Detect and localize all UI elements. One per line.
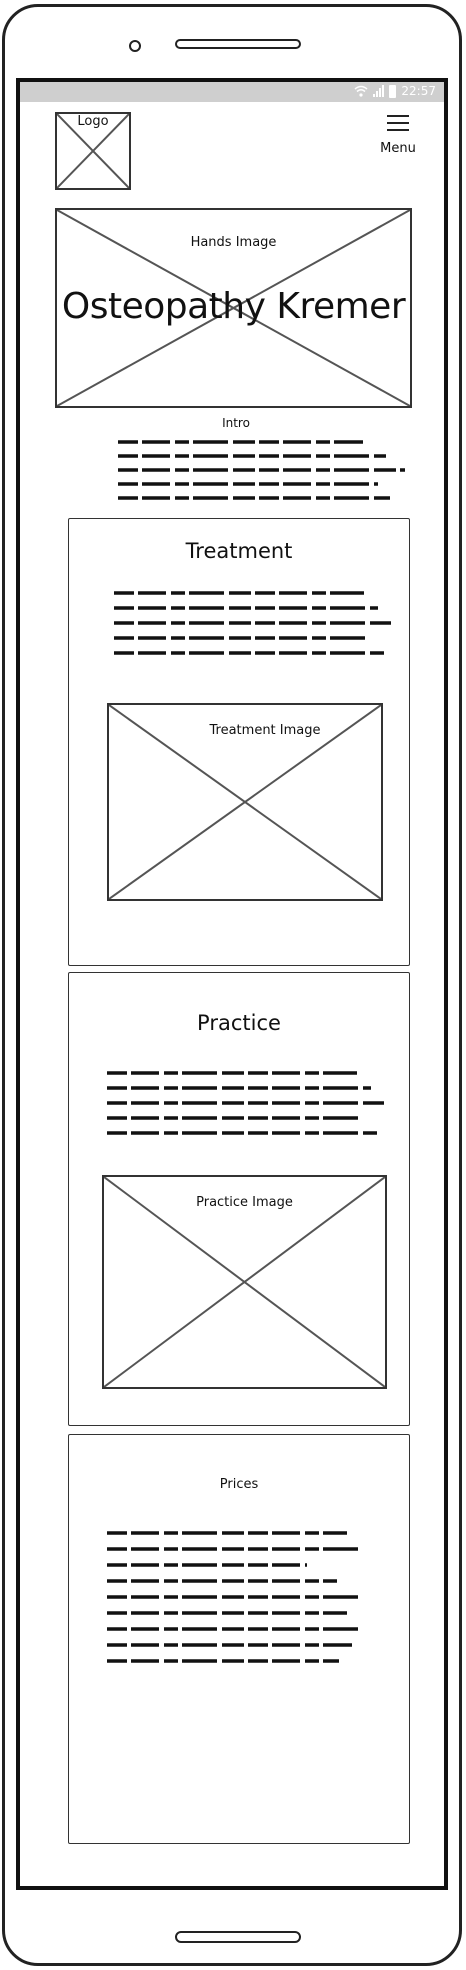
treatment-image: Treatment Image	[107, 703, 383, 901]
treatment-title: Treatment	[185, 539, 293, 563]
signal-icon	[373, 85, 385, 97]
treatment-text	[114, 589, 396, 663]
practice-section: Practice Practice Image	[68, 972, 410, 1426]
practice-image-label: Practice Image	[196, 1195, 293, 1210]
image-placeholder-icon	[57, 210, 410, 406]
practice-text	[107, 1069, 389, 1143]
menu-label: Menu	[380, 141, 416, 156]
intro-text	[118, 438, 410, 508]
prices-title: Prices	[219, 1477, 259, 1492]
status-bar: 22:57	[20, 82, 444, 102]
screen: 22:57 Logo Menu Hands Image Osteopathy K…	[16, 78, 448, 1890]
image-placeholder-icon	[57, 114, 129, 188]
hero-image-label: Hands Image	[190, 235, 277, 250]
prices-text	[107, 1529, 369, 1669]
treatment-section: Treatment Treatment Image	[68, 518, 410, 966]
logo[interactable]: Logo	[55, 112, 131, 190]
logo-label: Logo	[77, 114, 109, 129]
home-button[interactable]	[175, 1931, 301, 1943]
page-title: Osteopathy Kremer	[61, 286, 406, 327]
intro-label: Intro	[222, 416, 250, 430]
practice-title: Practice	[197, 1011, 281, 1035]
battery-icon	[389, 84, 397, 98]
wifi-icon	[354, 85, 368, 97]
prices-section: Prices	[68, 1434, 410, 1844]
treatment-image-label: Treatment Image	[209, 723, 321, 738]
menu-button[interactable]: Menu	[368, 110, 428, 156]
image-placeholder-icon	[109, 705, 381, 899]
hero-image: Hands Image Osteopathy Kremer	[55, 208, 412, 408]
practice-image: Practice Image	[102, 1175, 387, 1389]
image-placeholder-icon	[104, 1177, 385, 1387]
status-time: 22:57	[401, 84, 436, 98]
hamburger-icon	[387, 115, 409, 131]
camera-icon	[129, 40, 141, 52]
speaker-grille	[175, 39, 301, 49]
